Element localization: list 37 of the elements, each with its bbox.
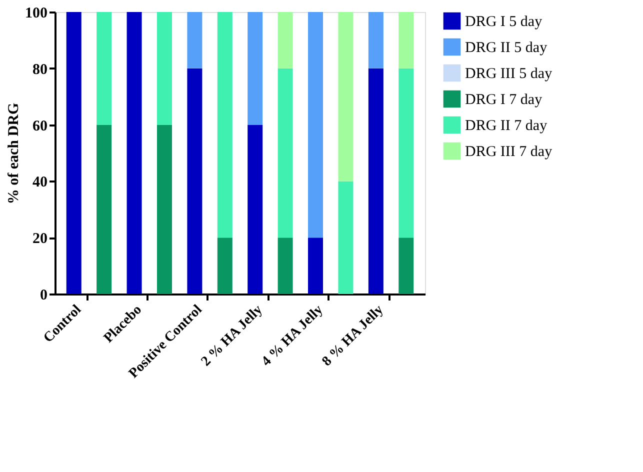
bar (156, 12, 172, 125)
legend-label: DRG I 7 day (465, 92, 543, 108)
y-tick-label: 60 (32, 118, 48, 134)
legend-label: DRG II 7 day (465, 118, 548, 134)
legend-label: DRG I 5 day (465, 14, 543, 30)
bar (308, 238, 324, 294)
bar (248, 12, 263, 125)
legend-label: DRG II 5 day (465, 40, 548, 56)
bar (368, 68, 384, 294)
legend-label: DRG III 5 day (465, 66, 553, 82)
bar (217, 12, 232, 238)
bar (187, 68, 202, 294)
y-tick-label: 0 (40, 288, 48, 304)
bar (338, 181, 354, 294)
y-axis-title: % of each DRG (6, 102, 22, 204)
bar (398, 68, 414, 238)
bar (398, 12, 414, 68)
y-tick-label: 40 (32, 174, 48, 191)
bar (126, 12, 142, 294)
bar (368, 12, 384, 68)
y-tick-label: 20 (32, 231, 48, 248)
bar (66, 12, 82, 294)
bar (308, 12, 324, 238)
bar (217, 238, 232, 294)
bar (398, 238, 414, 294)
bar (156, 124, 172, 294)
bar (338, 12, 354, 182)
y-tick-label: 100 (25, 6, 48, 22)
bar (278, 68, 293, 238)
y-tick-label: 80 (32, 62, 48, 78)
legend-label: DRG III 7 day (465, 144, 553, 160)
bar (187, 12, 202, 68)
bar (248, 124, 263, 294)
bar (278, 238, 293, 294)
bar (278, 12, 293, 68)
bar (96, 12, 112, 125)
bar (96, 124, 112, 294)
